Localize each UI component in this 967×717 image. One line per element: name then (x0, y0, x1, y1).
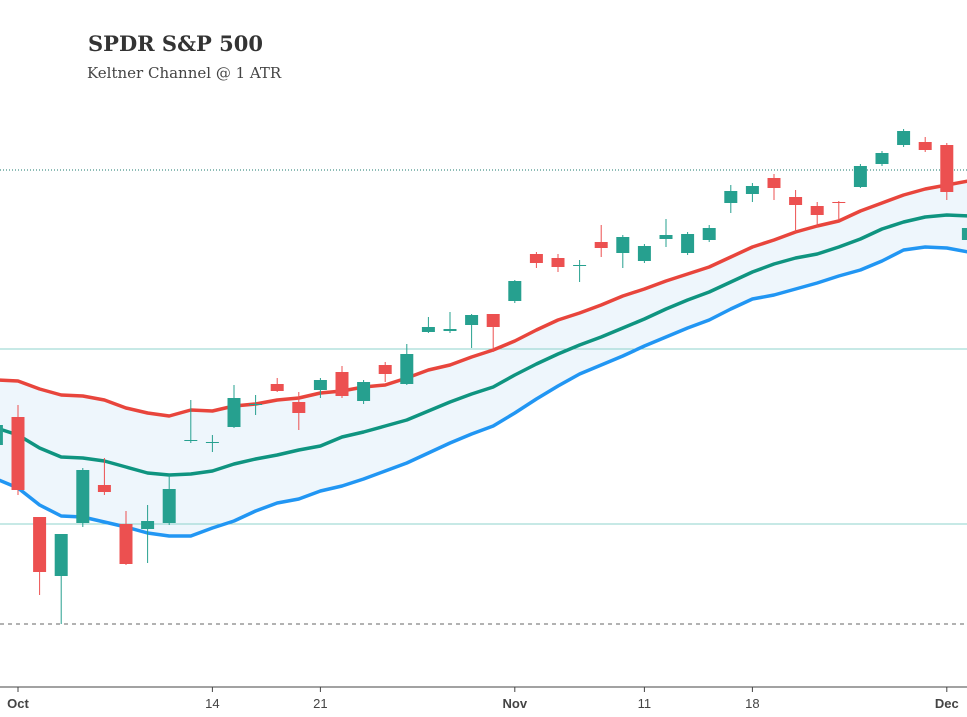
candle-body (249, 404, 263, 405)
x-tick-label: 18 (745, 696, 759, 711)
candle-body (0, 425, 3, 445)
channel-line (0, 179, 967, 418)
chart-subtitle: Keltner Channel @ 1 ATR (87, 64, 282, 82)
candle-body (594, 242, 608, 248)
candle-body (313, 380, 327, 390)
candle-body (421, 327, 435, 332)
candle-body (11, 417, 25, 490)
candle-body (292, 402, 306, 413)
x-tick-label: Oct (7, 696, 29, 711)
candle-body (551, 258, 565, 267)
channel-line (0, 245, 967, 538)
candle-body (616, 237, 630, 253)
candle-body (508, 281, 522, 301)
channel-band (0, 181, 967, 536)
candle-body (832, 202, 846, 203)
candle-body (486, 314, 500, 327)
candle-body (745, 186, 759, 194)
candle-body (897, 131, 911, 145)
candle-body (162, 489, 176, 523)
candle-body (97, 485, 111, 492)
candle-body (76, 470, 90, 523)
candle-body (875, 153, 889, 164)
candle-body (767, 178, 781, 188)
candle-body (205, 442, 219, 443)
candle-body (853, 166, 867, 187)
x-tick-label: Dec (935, 696, 959, 711)
candle-body (961, 228, 967, 240)
candle-body (789, 197, 803, 205)
candle-body (400, 354, 414, 384)
candle-body (270, 384, 284, 391)
candle-body (681, 234, 695, 253)
x-tick-label: 14 (205, 696, 219, 711)
chart-title: SPDR S&P 500 (88, 31, 263, 56)
candle-body (465, 315, 479, 325)
candle-body (54, 534, 68, 576)
candle-body (573, 265, 587, 266)
x-tick-label: 21 (313, 696, 327, 711)
candle-body (357, 382, 371, 401)
candle-body (141, 521, 155, 529)
candle-body (119, 524, 133, 564)
candle-body (659, 235, 673, 239)
candle-body (33, 517, 47, 572)
candle-body (227, 398, 241, 427)
candle-body (940, 145, 954, 192)
candle-body (810, 206, 824, 215)
candle-body (702, 228, 716, 240)
x-tick-label: Nov (503, 696, 528, 711)
candle-body (335, 372, 349, 396)
candle-body (918, 142, 932, 150)
candle-body (724, 191, 738, 203)
channel-line (0, 213, 967, 477)
candle-body (378, 365, 392, 374)
candle-body (184, 440, 198, 441)
candle-body (443, 329, 457, 331)
x-tick-label: 11 (638, 696, 652, 711)
candle-body (637, 246, 651, 261)
candle-body (529, 254, 543, 263)
